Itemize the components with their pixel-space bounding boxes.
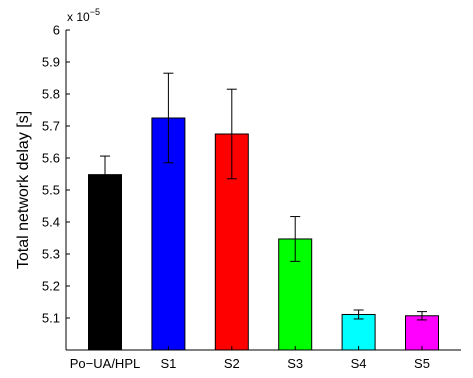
x-tick-label: S3 (287, 356, 303, 371)
y-tick-label: 5.5 (42, 183, 60, 198)
y-tick-label: 5.2 (42, 279, 60, 294)
y-tick-label: 5.7 (42, 119, 60, 134)
x-tick-label: S5 (414, 356, 430, 371)
plot-area (66, 30, 461, 350)
x-axis-ticks: Po−UA/HPL S1 S2 S3 S4 S5 (70, 346, 430, 371)
y-tick-label: 5.8 (42, 87, 60, 102)
bar-5 (341, 313, 376, 351)
x-tick-label: S4 (351, 356, 367, 371)
y-tick-label: 5.3 (42, 247, 60, 262)
y-axis-ticks: 5.1 5.2 5.3 5.4 5.5 5.6 5.7 5.8 5.9 6 (42, 23, 70, 326)
y-multiplier: x 10−5 (67, 7, 100, 24)
y-tick-label: 5.1 (42, 311, 60, 326)
y-axis-label: Total network delay [s] (15, 111, 32, 269)
y-tick-label: 5.4 (42, 215, 60, 230)
bar-4 (278, 238, 313, 351)
y-tick-label: 5.6 (42, 151, 60, 166)
y-tick-label: 6 (53, 23, 60, 38)
x-tick-label: S2 (224, 356, 240, 371)
error-bars-group (100, 72, 427, 321)
x-tick-label: Po−UA/HPL (70, 356, 140, 371)
y-tick-label: 5.9 (42, 55, 60, 70)
x-tick-label: S1 (160, 356, 176, 371)
bar-1 (88, 174, 122, 351)
bar-6 (405, 315, 439, 351)
